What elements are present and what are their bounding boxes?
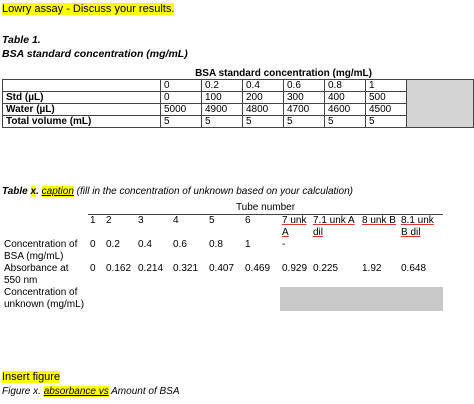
table-cell: 1	[245, 239, 251, 250]
bsa-standard-table: BSA standard concentration (mg/mL) 0 0.2…	[2, 68, 474, 128]
table-cell: 0.469	[245, 263, 271, 274]
table-cell: 0	[160, 79, 202, 92]
tube-absorbance-table: Tube number 1 2 3 4 5 6 7 unk A 7.1 unk …	[2, 202, 443, 311]
table-row: Absorbance at 550 nm 0 0.162 0.214 0.321…	[2, 263, 443, 287]
table-cell: 0.225	[313, 263, 339, 274]
unknown-shaded-cell	[280, 287, 443, 311]
row-label: Absorbance at 550 nm	[4, 263, 69, 286]
table1-label: Table 1.	[2, 34, 41, 46]
table-cell: 0.8	[209, 239, 223, 250]
table-row: Concentration of unknown (mg/mL)	[2, 287, 443, 311]
table-cell: 5	[365, 115, 407, 128]
figure-caption: Figure x. absorbance vs Amount of BSA	[2, 386, 180, 397]
table-cell	[360, 239, 399, 263]
tablex-header: Tube number	[88, 202, 443, 215]
page-heading: Lowry assay - Discuss your results.	[2, 3, 175, 15]
tube-number: 2	[106, 215, 112, 226]
table-cell: 300	[283, 91, 325, 104]
tube-number: 1	[90, 215, 96, 226]
shaded-cell	[406, 79, 474, 128]
row-label: Water (µL)	[2, 103, 161, 116]
row-label: Concentration of BSA (mg/mL)	[4, 239, 78, 262]
table-cell: 0.407	[209, 263, 235, 274]
tube-number: 8 unk B	[362, 215, 396, 226]
table-cell: 5000	[160, 103, 202, 116]
table-cell: 0.929	[282, 263, 308, 274]
tube-number: 4	[173, 215, 179, 226]
table-cell: 500	[365, 91, 407, 104]
tube-number: 8.1 unk B dil	[401, 215, 434, 238]
table-cell: 100	[201, 91, 243, 104]
table-cell: 0.321	[173, 263, 199, 274]
table1-header: BSA standard concentration (mg/mL)	[160, 68, 407, 80]
table-row: Concentration of BSA (mg/mL) 0 0.2 0.4 0…	[2, 239, 443, 263]
table-cell: 4900	[201, 103, 243, 116]
table-cell	[399, 239, 443, 263]
table-cell: 0.4	[242, 79, 284, 92]
table-cell: 5	[283, 115, 325, 128]
table-cell: 200	[242, 91, 284, 104]
row-label: Total volume (mL)	[2, 115, 161, 128]
table-row: 0 0.2 0.4 0.6 0.8 1	[2, 79, 474, 128]
table-cell: 0	[160, 91, 202, 104]
table1-caption: BSA standard concentration (mg/mL)	[2, 48, 188, 60]
tube-number: 5	[209, 215, 215, 226]
table-row: Std (µL) 0 100 200 300 400 500	[2, 91, 474, 104]
row-label: Std (µL)	[2, 91, 161, 104]
table-cell: 5	[160, 115, 202, 128]
table-cell: 0.2	[201, 79, 243, 92]
table-cell: 4600	[324, 103, 366, 116]
table-cell: 5	[242, 115, 284, 128]
table-cell: 0.6	[173, 239, 187, 250]
table-cell: 0.214	[138, 263, 164, 274]
tablex-title: Table x. caption (fill in the concentrat…	[2, 186, 353, 197]
table-cell: 0.6	[283, 79, 325, 92]
table-row: Water (µL) 5000 4900 4800 4700 4600 4500	[2, 103, 474, 116]
table-cell: -	[282, 239, 286, 250]
table-cell: 0	[90, 263, 96, 274]
table-cell: 0.648	[401, 263, 427, 274]
tube-number: 7 unk A	[282, 215, 307, 238]
row-label: Concentration of unknown (mg/mL)	[4, 287, 85, 310]
table-cell: 400	[324, 91, 366, 104]
table-cell: 0	[90, 239, 96, 250]
table-cell: 0.2	[106, 239, 120, 250]
tube-number: 3	[138, 215, 144, 226]
insert-figure-label: Insert figure	[2, 371, 61, 383]
table-row: 1 2 3 4 5 6 7 unk A 7.1 unk A dil 8 unk …	[2, 215, 443, 240]
table-row: Total volume (mL) 5 5 5 5 5 5	[2, 115, 474, 128]
table-cell	[311, 239, 360, 263]
table-cell: 0.8	[324, 79, 366, 92]
table-cell: 5	[201, 115, 243, 128]
table-cell: 0.162	[106, 263, 132, 274]
table-cell: 0.4	[138, 239, 152, 250]
table-cell: 1.92	[362, 263, 382, 274]
table-cell: 1	[365, 79, 407, 92]
table-cell: 5	[324, 115, 366, 128]
tube-number: 7.1 unk A dil	[313, 215, 355, 238]
tube-number: 6	[245, 215, 251, 226]
table-cell: 4800	[242, 103, 284, 116]
table-cell: 4700	[283, 103, 325, 116]
table-cell: 4500	[365, 103, 407, 116]
table1-title: Table 1. BSA standard concentration (mg/…	[2, 33, 188, 61]
